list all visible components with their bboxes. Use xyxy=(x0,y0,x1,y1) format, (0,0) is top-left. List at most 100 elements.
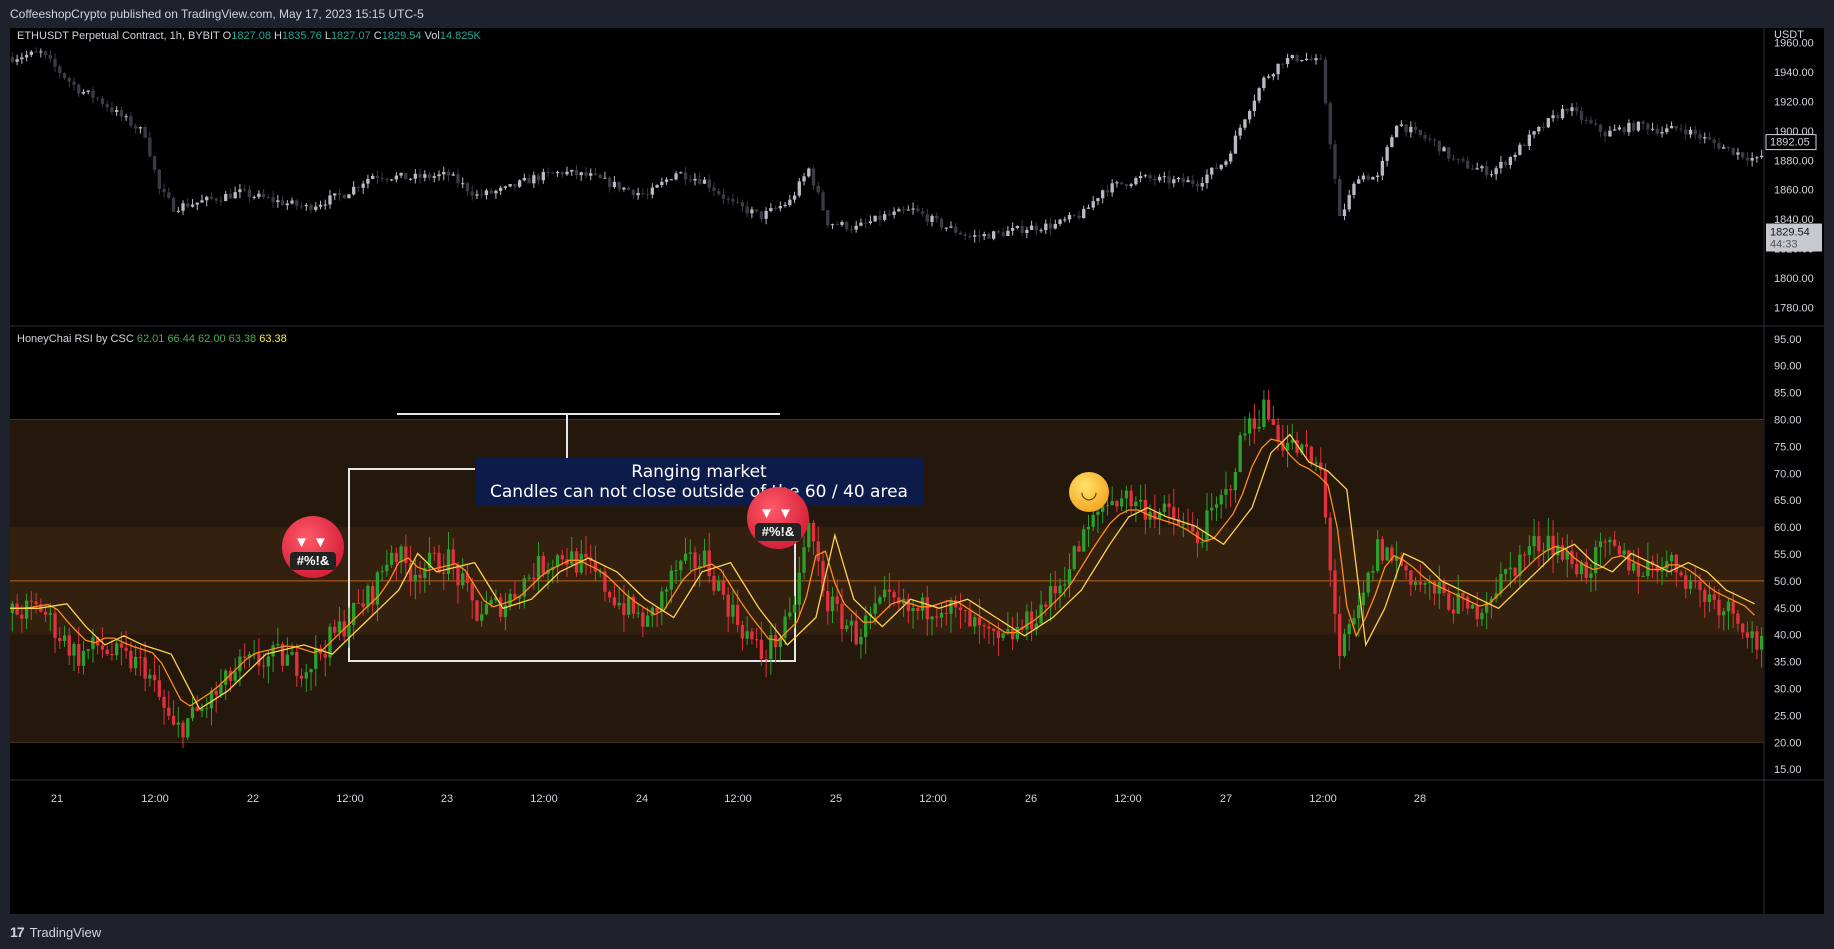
candle-body xyxy=(1409,570,1413,585)
candle-body xyxy=(1195,183,1200,187)
candle-body xyxy=(375,572,380,605)
candle-body xyxy=(115,643,119,656)
candle-body xyxy=(987,626,991,629)
candle-body xyxy=(1006,230,1010,237)
candle-body xyxy=(252,196,256,198)
candle-body xyxy=(1053,586,1057,594)
candle-body xyxy=(1101,506,1105,512)
candle-body xyxy=(878,215,882,220)
candle-body xyxy=(404,172,408,180)
price-candles xyxy=(10,47,1764,243)
candle-body xyxy=(1015,225,1020,229)
candle-body xyxy=(1541,550,1546,552)
candle-body xyxy=(982,234,986,237)
candle-body xyxy=(129,116,133,126)
candle-body xyxy=(1105,505,1110,507)
price-tick-label: 1800.00 xyxy=(1774,273,1814,285)
price-tick-label: 1860.00 xyxy=(1774,185,1814,197)
candle-body xyxy=(1560,545,1565,560)
candle-body xyxy=(1650,128,1655,130)
candle-body xyxy=(309,205,313,210)
candle-body xyxy=(1295,54,1299,62)
candle-body xyxy=(958,607,963,611)
candle-body xyxy=(736,604,740,626)
candle-body xyxy=(34,601,38,605)
candle-body xyxy=(219,684,223,696)
candle-body xyxy=(1115,501,1119,507)
candle-body xyxy=(1594,123,1598,125)
candle-body xyxy=(34,51,38,53)
candle-body xyxy=(1191,524,1195,532)
candle-body xyxy=(1067,214,1072,220)
candle-body xyxy=(276,200,280,203)
candle-body xyxy=(1338,614,1342,657)
rsi-legend: HoneyChai RSI by CSC 62.01 66.44 62.00 6… xyxy=(17,333,287,345)
candle-body xyxy=(461,573,465,586)
marker-price-label: 1892.05 xyxy=(1770,137,1810,149)
candle-body xyxy=(1375,175,1380,177)
candle-body xyxy=(1608,539,1612,543)
candle-body xyxy=(1755,631,1759,650)
close-value: 1829.54 xyxy=(381,30,422,42)
candle-body xyxy=(783,204,787,207)
time-tick-label: 22 xyxy=(247,793,259,805)
candle-body xyxy=(1660,568,1664,572)
candle-body xyxy=(1546,535,1550,551)
candle-body xyxy=(1238,127,1242,136)
candle-body xyxy=(1290,439,1294,443)
candle-body xyxy=(769,208,773,211)
chart-frame[interactable]: USDT1780.001800.001820.001840.001860.001… xyxy=(10,28,1824,914)
candle-body xyxy=(1096,198,1100,202)
candle-body xyxy=(1191,180,1195,184)
candle-body xyxy=(996,630,1001,639)
candle-body xyxy=(1466,596,1470,609)
candle-body xyxy=(171,715,176,725)
candle-body xyxy=(1736,613,1740,624)
candle-body xyxy=(660,591,664,612)
candle-body xyxy=(413,173,417,179)
candle-body xyxy=(1413,581,1418,585)
candle-body xyxy=(1025,611,1029,630)
candle-body xyxy=(802,547,806,573)
candle-body xyxy=(773,208,778,210)
candle-body xyxy=(1461,159,1465,161)
candle-body xyxy=(304,205,308,207)
candle-body xyxy=(394,175,399,180)
candle-body xyxy=(498,187,503,191)
candle-body xyxy=(285,203,289,206)
candle-body xyxy=(717,580,721,591)
time-tick-label: 28 xyxy=(1414,793,1426,805)
rsi-tick-label: 15.00 xyxy=(1774,764,1802,776)
candle-body xyxy=(830,596,835,612)
candle-body xyxy=(408,178,413,180)
candle-body xyxy=(1357,605,1361,619)
marker-price-tag xyxy=(1765,134,1817,151)
candle-body xyxy=(1077,546,1081,552)
candle-body xyxy=(522,177,527,181)
candle-body xyxy=(1489,598,1494,603)
candle-body xyxy=(1380,160,1385,176)
time-tick-label: 25 xyxy=(830,793,842,805)
candle-body xyxy=(536,555,541,580)
candle-body xyxy=(584,172,588,176)
candle-body xyxy=(228,194,233,199)
tradingview-logo[interactable]: 17 TradingView xyxy=(10,924,101,940)
candle-body xyxy=(698,178,702,184)
time-tick-label: 24 xyxy=(636,793,648,805)
candle-body xyxy=(261,665,266,667)
candle-body xyxy=(811,522,816,542)
ranging-annotation[interactable]: Ranging market Candles can not close out… xyxy=(475,458,923,506)
candle-body xyxy=(1551,115,1555,119)
candle-body xyxy=(1172,179,1176,184)
candle-body xyxy=(1371,570,1375,573)
candle-body xyxy=(1266,76,1271,78)
rsi-tick-label: 75.00 xyxy=(1774,441,1802,453)
candle-body xyxy=(1494,168,1498,175)
candle-body xyxy=(679,560,683,571)
candle-body xyxy=(1257,426,1261,429)
candle-body xyxy=(1347,194,1351,210)
candle-body xyxy=(214,198,218,201)
rsi-tick-label: 90.00 xyxy=(1774,361,1802,373)
candle-body xyxy=(1736,152,1740,155)
candle-body xyxy=(527,577,531,579)
